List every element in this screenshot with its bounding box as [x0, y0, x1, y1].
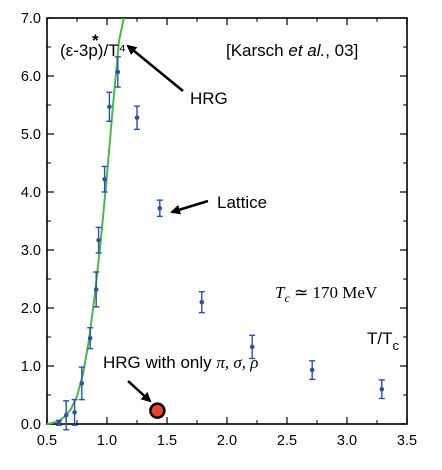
x-tick-label: 3.0 — [337, 433, 357, 449]
x-axis: 0.5 1.0 1.5 2.0 2.5 3.0 3.5 — [37, 18, 417, 449]
lattice-point — [87, 335, 93, 341]
y-tick-label: 7.0 — [21, 11, 41, 27]
lattice-point — [72, 410, 77, 415]
citation-label: [Karsch et al., 03] — [226, 41, 358, 60]
lattice-point — [79, 381, 85, 386]
y-tick-label: 1.0 — [21, 359, 41, 375]
y-tick-label: 4.0 — [21, 185, 41, 201]
lattice-point — [157, 205, 163, 211]
lattice-point — [309, 367, 315, 373]
lattice-point — [93, 287, 99, 292]
lattice-point — [102, 176, 107, 182]
x-tick-label: 2.5 — [277, 433, 297, 449]
tc-annotation: Tc ≃ 170 MeV — [275, 283, 378, 305]
lattice-point — [56, 420, 62, 426]
annotations: HRG Lattice HRG with only π, σ, ρ — [103, 44, 267, 403]
y-tick-label: 3.0 — [21, 243, 41, 259]
lattice-series — [56, 56, 385, 431]
x-tick-label: 1.0 — [97, 433, 117, 449]
y-axis: 0.0 1.0 2.0 3.0 4.0 5.0 6.0 7.0 — [21, 11, 407, 433]
lattice-point — [249, 344, 255, 350]
hrg-restricted-annotation: HRG with only π, σ, ρ — [103, 353, 258, 372]
x-tick-label: 3.5 — [397, 433, 417, 449]
y-axis-label: (ε-3p)/T⁴ — [60, 41, 126, 60]
lattice-point — [96, 237, 101, 243]
lattice-point — [107, 104, 112, 110]
y-axis-label-star: * — [92, 31, 99, 50]
lattice-annotation: Lattice — [217, 193, 267, 212]
y-tick-label: 0.0 — [21, 417, 41, 433]
lattice-point — [379, 386, 385, 392]
y-tick-label: 5.0 — [21, 127, 41, 143]
x-tick-label: 1.5 — [157, 433, 177, 449]
hrg-restricted-marker — [149, 402, 166, 419]
hrg-annotation: HRG — [190, 89, 228, 108]
hrg-restricted-arrow — [127, 380, 152, 403]
lattice-arrow — [170, 199, 209, 215]
x-axis-label: T/Tc — [367, 329, 400, 353]
lattice-point — [115, 69, 121, 75]
lattice-point — [199, 299, 205, 305]
y-tick-label: 2.0 — [21, 301, 41, 317]
lattice-point — [63, 413, 69, 418]
hrg-arrow — [126, 44, 184, 92]
lattice-point — [134, 115, 140, 121]
x-tick-label: 0.5 — [37, 433, 57, 449]
hrg-restricted-point — [149, 402, 166, 419]
x-tick-label: 2.0 — [217, 433, 237, 449]
y-tick-label: 6.0 — [21, 69, 41, 85]
